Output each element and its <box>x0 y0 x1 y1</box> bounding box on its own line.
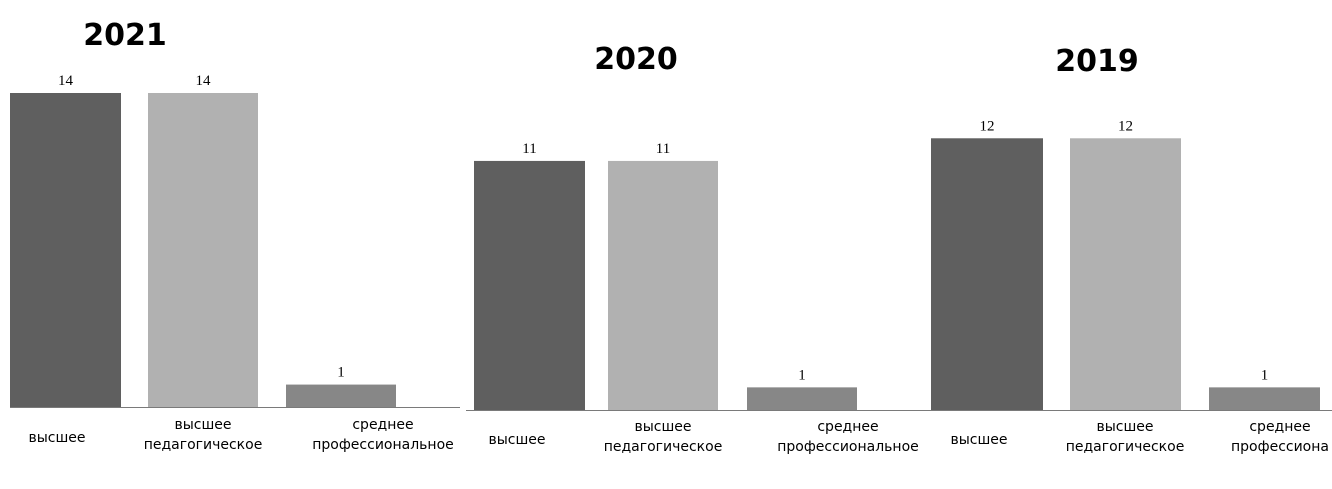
category-label: высшее <box>488 432 545 448</box>
chart-panel-2020: 2020 11 высшее 11 высшее педагогическое 1 средн… <box>466 42 930 455</box>
category-label: высшее <box>950 432 1007 448</box>
category-label: высшее педагогическое <box>144 417 263 453</box>
category-label: высшее педагогическое <box>1066 419 1185 455</box>
bar-2 <box>1070 138 1181 411</box>
data-label: 11 <box>656 141 670 157</box>
category-label: среднее профессиональное <box>777 419 919 455</box>
chart-title: 2019 <box>1055 44 1139 79</box>
chart-title: 2020 <box>594 42 678 77</box>
category-label: высшее педагогическое <box>604 419 723 455</box>
data-label: 1 <box>798 367 806 383</box>
data-label: 12 <box>980 118 995 134</box>
bar-2 <box>608 160 718 410</box>
bar-3 <box>747 387 857 410</box>
bar-1 <box>931 138 1043 411</box>
data-label: 12 <box>1118 118 1133 134</box>
category-label: среднее профессиональное <box>312 417 454 453</box>
data-label: 14 <box>196 73 212 89</box>
data-label: 1 <box>337 365 345 381</box>
bar-3 <box>1209 387 1320 410</box>
data-label: 11 <box>522 141 536 157</box>
bar-1 <box>474 160 585 410</box>
chart-panel-2021: 2021 14 высшее 14 высшее педагогическое 1 средн… <box>10 18 460 453</box>
bar-2 <box>148 93 258 407</box>
bar-3 <box>286 384 396 407</box>
bar-1 <box>10 93 121 407</box>
chart-panel-2019: 2019 12 высшее 12 высшее педагогическое 1 средн… <box>930 44 1332 455</box>
chart-title: 2021 <box>83 18 167 53</box>
data-label: 1 <box>1261 367 1269 383</box>
category-label: высшее <box>28 430 85 446</box>
data-label: 14 <box>58 73 74 89</box>
category-label: среднее профессиона <box>1231 419 1329 455</box>
